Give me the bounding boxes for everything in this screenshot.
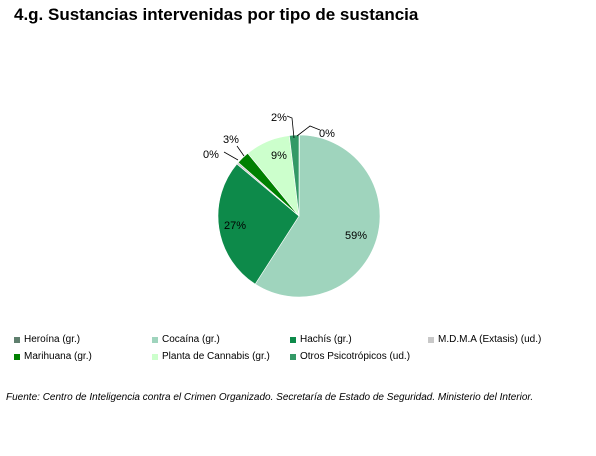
legend-item-4: Marihuana (gr.) bbox=[14, 351, 152, 362]
legend-label: Otros Psicotrópicos (ud.) bbox=[300, 351, 411, 362]
data-label-4: 3% bbox=[223, 134, 239, 146]
legend-label: Marihuana (gr.) bbox=[24, 351, 92, 362]
legend-swatch bbox=[428, 336, 434, 343]
data-label-3: 0% bbox=[203, 149, 219, 161]
legend-item-5: Planta de Cannabis (gr.) bbox=[152, 351, 290, 362]
leader-line-6 bbox=[286, 115, 295, 139]
leader-line-0 bbox=[296, 125, 321, 137]
legend-label: Heroína (gr.) bbox=[24, 334, 81, 345]
source-note: Fuente: Centro de Inteligencia contra el… bbox=[6, 392, 534, 403]
legend-label: Cocaína (gr.) bbox=[162, 334, 220, 345]
legend-item-6: Otros Psicotrópicos (ud.) bbox=[290, 351, 428, 362]
legend-swatch bbox=[14, 353, 20, 360]
legend-label: Hachís (gr.) bbox=[300, 334, 352, 345]
data-label-2: 27% bbox=[224, 220, 246, 232]
legend-item-3: M.D.M.A (Extasis) (ud.) bbox=[428, 334, 584, 345]
leader-line-3 bbox=[223, 151, 239, 161]
legend-item-1: Cocaína (gr.) bbox=[152, 334, 290, 345]
legend-swatch bbox=[14, 336, 20, 343]
legend-swatch bbox=[152, 336, 158, 343]
pie-slice-2 bbox=[217, 163, 300, 285]
chart-title: 4.g. Sustancias intervenidas por tipo de… bbox=[14, 5, 419, 24]
pie-slice-6 bbox=[289, 134, 300, 217]
data-label-6: 2% bbox=[271, 112, 287, 124]
leader-line-4 bbox=[236, 145, 245, 157]
legend-swatch bbox=[152, 353, 158, 360]
legend-swatch bbox=[290, 353, 296, 360]
legend-swatch bbox=[290, 336, 296, 343]
pie-slice-1 bbox=[254, 134, 381, 298]
data-label-5: 9% bbox=[271, 150, 287, 162]
legend-label: Planta de Cannabis (gr.) bbox=[162, 351, 270, 362]
legend-label: M.D.M.A (Extasis) (ud.) bbox=[438, 334, 542, 345]
data-label-0: 0% bbox=[319, 128, 335, 140]
legend-item-0: Heroína (gr.) bbox=[14, 334, 152, 345]
pie-chart: 0% 59% 27% 0% 3% 9% 2% bbox=[203, 112, 381, 298]
legend-item-2: Hachís (gr.) bbox=[290, 334, 428, 345]
data-label-1: 59% bbox=[345, 230, 367, 242]
chart-legend: Heroína (gr.) Cocaína (gr.) Hachís (gr.) M.… bbox=[14, 334, 584, 362]
